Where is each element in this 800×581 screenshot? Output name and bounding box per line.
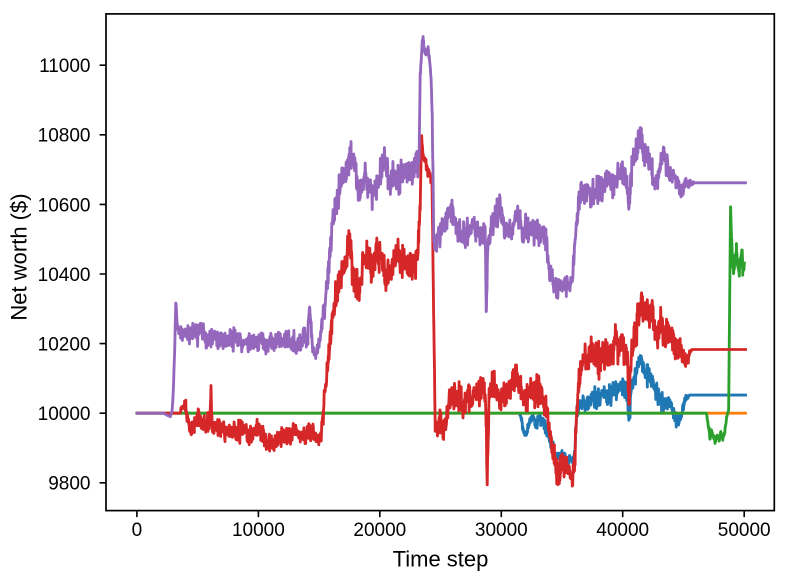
svg-text:10000: 10000	[232, 520, 285, 541]
svg-text:Time step: Time step	[393, 546, 489, 571]
svg-text:10400: 10400	[38, 265, 91, 286]
svg-text:50000: 50000	[718, 520, 771, 541]
svg-text:Net worth ($): Net worth ($)	[7, 193, 32, 320]
svg-text:40000: 40000	[596, 520, 649, 541]
svg-text:10200: 10200	[38, 335, 91, 356]
svg-text:9800: 9800	[48, 474, 90, 495]
svg-text:30000: 30000	[475, 520, 528, 541]
svg-text:10600: 10600	[38, 195, 91, 216]
svg-text:0: 0	[132, 520, 143, 541]
svg-text:10800: 10800	[38, 126, 91, 147]
svg-text:10000: 10000	[38, 404, 91, 425]
svg-text:20000: 20000	[353, 520, 406, 541]
svg-text:11000: 11000	[39, 56, 90, 77]
